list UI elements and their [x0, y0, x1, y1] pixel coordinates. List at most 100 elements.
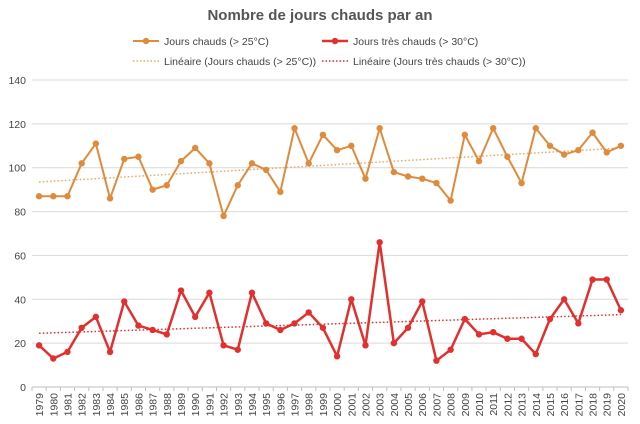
y-tick-label: 60	[14, 250, 26, 262]
data-point	[78, 160, 85, 167]
data-point	[262, 166, 270, 174]
x-tick-label: 2009	[460, 393, 472, 417]
data-point	[149, 186, 156, 193]
legend-label-trend-hot-days: Linéaire (Jours chauds (> 25°C))	[164, 56, 316, 68]
y-tick-label: 100	[8, 163, 26, 175]
data-point	[191, 144, 199, 152]
data-point	[248, 289, 256, 296]
data-point	[135, 322, 142, 329]
x-tick-label: 1981	[62, 393, 74, 417]
data-point	[220, 342, 227, 349]
y-tick-label: 120	[8, 119, 26, 131]
data-point	[50, 193, 57, 200]
data-point	[575, 320, 582, 327]
data-point	[603, 149, 610, 156]
data-point	[277, 326, 284, 334]
x-tick-label: 2012	[502, 393, 514, 417]
data-point	[234, 346, 241, 353]
data-point	[348, 142, 355, 149]
data-point	[404, 324, 412, 331]
x-tick-label: 1989	[176, 393, 188, 417]
data-point	[333, 353, 341, 360]
data-point	[475, 157, 483, 165]
trendlines	[39, 147, 621, 335]
data-point	[92, 313, 100, 321]
x-tick-label: 2004	[389, 393, 401, 417]
data-point	[35, 193, 43, 200]
y-tick-label: 140	[8, 75, 26, 87]
legend-marker-hot-days-point	[142, 37, 150, 45]
data-point	[277, 188, 284, 196]
data-series	[35, 125, 625, 364]
x-tick-label: 2003	[375, 393, 387, 417]
data-point	[532, 350, 539, 358]
data-point	[64, 193, 71, 200]
x-tick-label: 2008	[446, 393, 458, 417]
data-point	[560, 151, 568, 158]
series-line	[39, 127, 622, 217]
data-point	[121, 298, 128, 305]
y-tick-label: 20	[14, 338, 26, 350]
x-tick-label: 1995	[261, 393, 273, 417]
x-tick-label: 1996	[275, 393, 287, 417]
x-tick-label: 2011	[488, 393, 500, 416]
x-tick-label: 1993	[233, 393, 245, 417]
data-point	[348, 296, 355, 303]
data-point	[64, 348, 71, 356]
data-point	[220, 212, 227, 220]
legend-marker-very-hot-days-point	[331, 37, 339, 45]
x-tick-label: 1994	[247, 393, 259, 417]
data-point	[333, 146, 341, 154]
data-point	[177, 287, 185, 294]
data-point	[447, 197, 454, 204]
x-tick-label: 2002	[360, 393, 372, 417]
data-point	[390, 339, 398, 347]
x-tick-label: 2016	[559, 393, 571, 417]
data-point	[504, 153, 511, 160]
data-point	[234, 182, 241, 189]
x-tick-label: 2015	[545, 393, 557, 417]
data-point	[362, 175, 369, 182]
x-tick-label: 1983	[91, 393, 103, 417]
data-point	[319, 324, 327, 331]
x-tick-label: 1980	[48, 393, 60, 417]
x-tick-label: 1991	[204, 393, 216, 417]
gridlines	[32, 79, 628, 344]
y-tick-label: 40	[14, 294, 26, 306]
legend: Jours chauds (> 25°C) Jours très chauds …	[133, 36, 526, 68]
data-point	[461, 131, 469, 139]
data-point	[376, 239, 383, 246]
x-tick-label: 1998	[304, 393, 316, 417]
data-point	[489, 328, 497, 336]
data-point	[546, 142, 554, 149]
x-tick-label: 1982	[77, 393, 89, 417]
x-tick-label: 1999	[318, 393, 330, 417]
data-point	[319, 131, 327, 139]
data-point	[206, 289, 213, 296]
data-point	[362, 342, 369, 349]
data-point	[305, 160, 312, 167]
data-point	[206, 160, 213, 167]
x-tick-label: 1988	[162, 393, 174, 417]
x-tick-label: 2001	[346, 393, 358, 417]
x-tick-label: 1987	[148, 393, 160, 417]
data-point	[575, 146, 582, 154]
data-point	[447, 346, 454, 353]
data-point	[518, 179, 525, 187]
x-tick-label: 2010	[474, 393, 486, 417]
data-point	[433, 357, 440, 364]
x-tick-label: 1997	[290, 393, 302, 417]
x-tick-label: 2020	[616, 393, 628, 417]
data-point	[163, 182, 171, 189]
x-tick-label: 1990	[190, 393, 202, 417]
x-tick-label: 2014	[531, 393, 543, 417]
data-point	[92, 140, 100, 147]
chart-title: Nombre de jours chauds par an	[207, 7, 432, 24]
data-point	[617, 142, 625, 149]
x-tick-label: 1979	[34, 393, 46, 417]
x-tick-label: 2006	[417, 393, 429, 417]
data-point	[560, 296, 568, 303]
data-point	[433, 179, 440, 187]
x-tick-label: 1985	[119, 393, 131, 417]
